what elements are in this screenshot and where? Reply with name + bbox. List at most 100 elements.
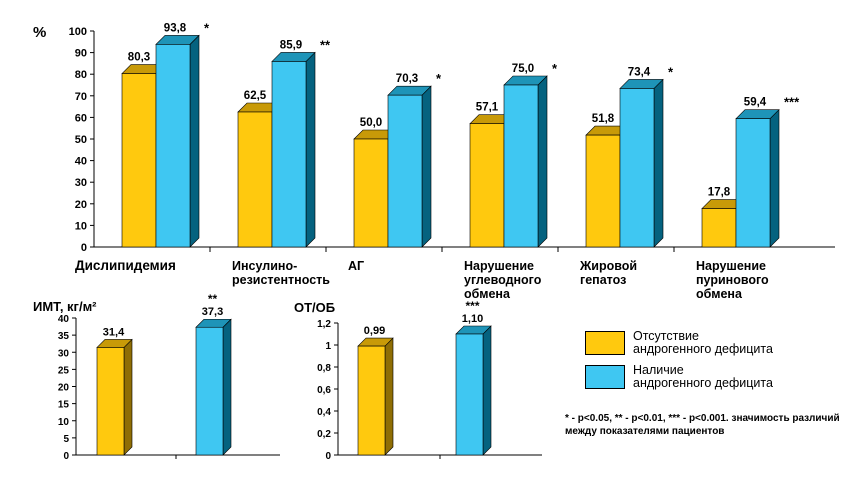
significance-stars: *** — [784, 95, 800, 110]
significance-stars: * — [668, 64, 674, 79]
bar-present-3-front — [503, 84, 539, 248]
bar-present-3-side — [537, 75, 548, 248]
bmi-chart-y-axis-title: ИМТ, кг/м² — [33, 299, 97, 314]
main-chart-y-tick-label: 100 — [69, 26, 87, 38]
legend: Отсутствие андрогенного дефицита Наличие… — [585, 330, 855, 398]
bmi-chart-data-label: 31,4 — [103, 326, 125, 338]
waist-hip-chart-bar-1 — [455, 325, 492, 456]
bmi-chart-y-tick-label: 30 — [58, 348, 70, 359]
bmi-chart-bar-1-side — [222, 318, 232, 456]
waist-hip-chart-y-axis-title: ОТ/ОБ — [294, 300, 335, 315]
bar-present-4-side — [653, 78, 664, 248]
waist-hip-chart-y-tick-label: 0,2 — [317, 429, 331, 440]
waist-hip-chart-data-label: 0,99 — [364, 325, 385, 337]
bar-present-3 — [503, 75, 548, 248]
bar-present-1-side — [305, 51, 316, 248]
bmi-chart-bar-0 — [96, 338, 133, 456]
main-chart-y-axis-title: % — [33, 24, 46, 41]
legend-label-present: Наличие андрогенного дефицита — [633, 363, 773, 390]
waist-hip-chart-y-tick-label: 0,4 — [317, 407, 331, 418]
bmi-chart-y-tick-label: 40 — [58, 314, 70, 325]
data-label-absent: 62,5 — [244, 90, 267, 102]
bar-present-1-front — [271, 61, 307, 248]
data-label-present: 75,0 — [512, 63, 534, 75]
category-label-5: Нарушение пуринового обмена — [696, 259, 769, 301]
waist-hip-chart-significance-stars: *** — [465, 299, 479, 313]
data-label-absent: 80,3 — [128, 52, 150, 64]
bar-absent-1-front — [237, 111, 273, 248]
bar-absent-4-front — [585, 134, 621, 248]
data-label-absent: 57,1 — [476, 102, 499, 114]
main-chart-y-tick-label: 50 — [75, 134, 87, 146]
bmi-chart-y-tick-label: 10 — [58, 417, 70, 428]
bar-present-0 — [155, 34, 200, 248]
data-label-absent: 17,8 — [708, 187, 731, 199]
waist-hip-chart-bar-0-side — [384, 337, 394, 456]
bmi-chart-bar-1 — [195, 318, 232, 456]
data-label-present: 73,4 — [628, 66, 651, 78]
bmi-chart-y-tick-label: 15 — [58, 400, 70, 411]
significance-stars: ** — [320, 37, 331, 52]
bar-present-0-front — [155, 44, 191, 248]
main-chart-y-tick-label: 80 — [75, 69, 87, 81]
main-chart-y-tick-label: 30 — [75, 177, 87, 189]
main-chart-y-tick-label: 0 — [81, 242, 87, 254]
legend-item-absent: Отсутствие андрогенного дефицита — [585, 330, 855, 356]
bar-present-4 — [619, 78, 664, 248]
category-label-4: Жировой гепатоз — [579, 259, 637, 287]
bmi-chart-y-tick-label: 20 — [58, 383, 70, 394]
bmi-chart-bar-0-side — [123, 338, 133, 456]
main-chart-y-tick-label: 60 — [75, 112, 87, 124]
main-chart-y-tick-label: 90 — [75, 48, 87, 60]
waist-hip-chart-y-tick-label: 0,8 — [317, 363, 331, 374]
data-label-present: 70,3 — [396, 73, 418, 85]
legend-swatch-yellow — [585, 331, 625, 355]
data-label-absent: 51,8 — [592, 113, 615, 125]
category-label-0: Дислипидемия — [75, 258, 176, 273]
data-label-absent: 50,0 — [360, 117, 382, 129]
bmi-chart-y-tick-label: 5 — [63, 434, 69, 445]
waist-hip-chart-bar-0-front — [357, 345, 386, 456]
bar-present-2-side — [421, 85, 432, 248]
bar-present-4-front — [619, 88, 655, 248]
main-chart-y-tick-label: 20 — [75, 199, 87, 211]
bar-present-0-side — [189, 34, 200, 248]
bmi-chart-y-tick-label: 0 — [63, 451, 69, 462]
bar-present-1 — [271, 51, 316, 248]
bar-present-5 — [735, 108, 780, 248]
bar-absent-0-front — [121, 73, 157, 248]
bmi-chart-data-label: 37,3 — [202, 306, 223, 318]
waist-hip-chart-y-tick-label: 0,6 — [317, 385, 331, 396]
data-label-present: 93,8 — [164, 22, 187, 34]
significance-stars: * — [204, 20, 210, 35]
waist-hip-chart-bar-1-front — [455, 333, 484, 456]
bar-present-2 — [387, 85, 432, 248]
waist-hip-chart-y-tick-label: 1,2 — [317, 319, 331, 330]
category-label-3: Нарушение углеводного обмена — [464, 259, 542, 301]
bmi-chart-y-tick-label: 25 — [58, 365, 70, 376]
category-label-2: АГ — [348, 259, 364, 273]
bmi-chart-bar-0-front — [96, 347, 125, 456]
data-label-present: 85,9 — [280, 39, 302, 51]
data-label-present: 59,4 — [744, 97, 767, 109]
significance-stars: * — [552, 61, 558, 76]
waist-hip-chart-bar-1-side — [482, 325, 492, 456]
waist-hip-chart-y-tick-label: 1 — [325, 341, 331, 352]
bmi-chart-bar-1-front — [195, 326, 224, 456]
legend-swatch-blue — [585, 365, 625, 389]
significance-note: * - p<0.05, ** - p<0.01, *** - p<0.001. … — [565, 413, 840, 437]
bmi-chart-y-tick-label: 35 — [58, 331, 70, 342]
bar-absent-3-front — [469, 123, 505, 248]
bar-present-5-side — [769, 108, 780, 248]
bar-present-5-front — [735, 118, 771, 248]
main-chart-y-tick-label: 70 — [75, 91, 87, 103]
bar-absent-2-front — [353, 138, 389, 248]
waist-hip-chart-y-tick-label: 0 — [325, 451, 331, 462]
waist-hip-chart-bar-0 — [357, 337, 394, 456]
category-label-1: Инсулино-резистентность — [232, 259, 330, 287]
legend-label-absent: Отсутствие андрогенного дефицита — [633, 329, 773, 356]
bar-present-2-front — [387, 94, 423, 248]
main-chart-y-tick-label: 40 — [75, 156, 87, 168]
waist-hip-chart-data-label: 1,10 — [462, 313, 483, 325]
